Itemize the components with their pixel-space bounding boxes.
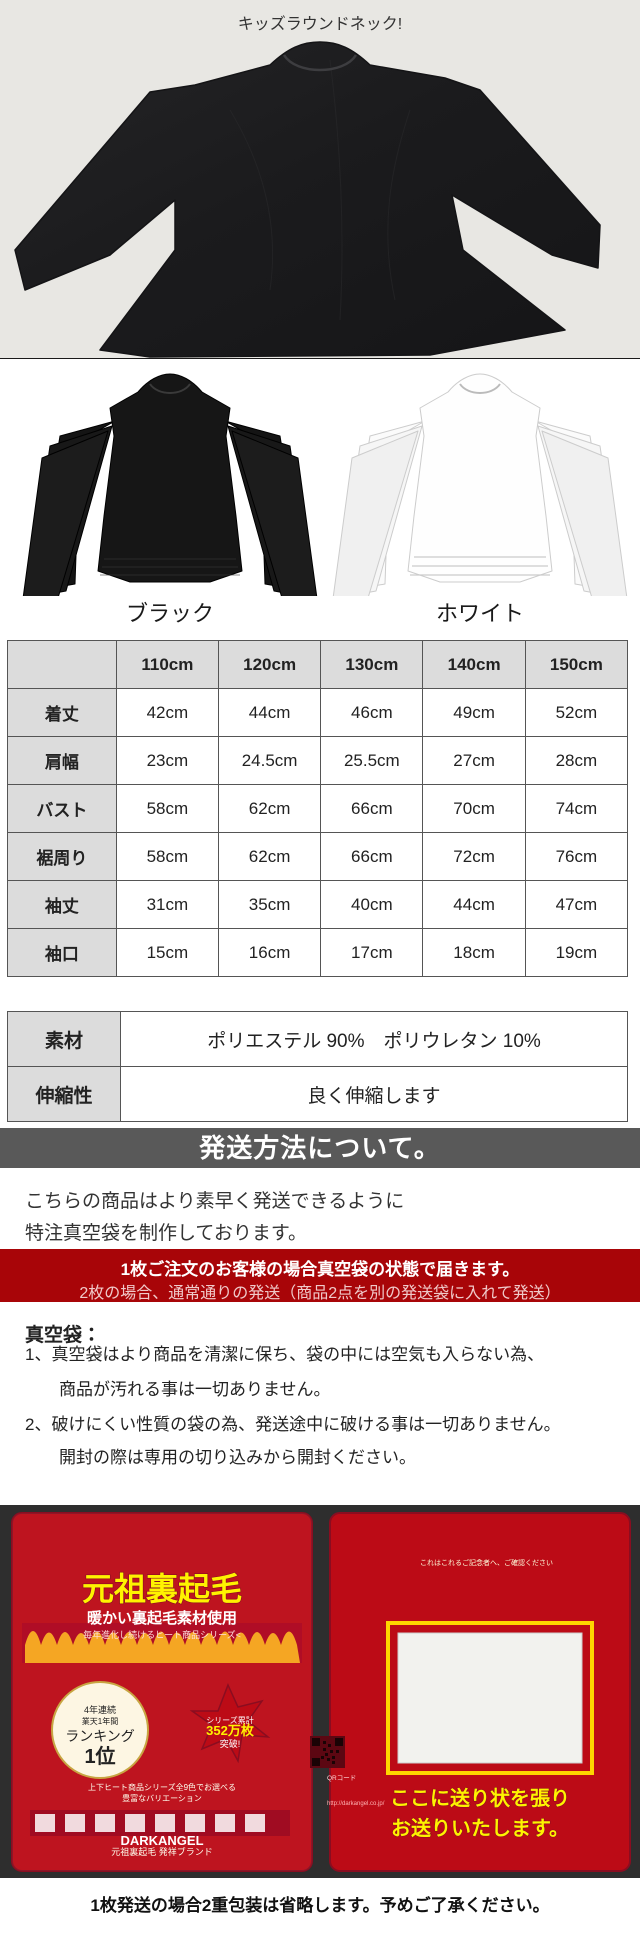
svg-text:お送りいたします。: お送りいたします。 [391,1816,569,1840]
svg-text:352万枚: 352万枚 [206,1723,255,1738]
svg-text:QRコード: QRコード [327,1774,356,1782]
svg-text:豊富なバリエーション: 豊富なバリエーション [122,1793,202,1803]
svg-text:毎年進化し続けるヒート商品シリーズ<: 毎年進化し続けるヒート商品シリーズ< [83,1629,241,1640]
svg-text:突破!: 突破! [220,1738,241,1749]
svg-text:http://darkangel.co.jp/: http://darkangel.co.jp/ [327,1801,385,1807]
svg-text:上下ヒート商品シリーズ全9色でお選べる: 上下ヒート商品シリーズ全9色でお選べる [88,1782,236,1792]
svg-text:ランキング: ランキング [65,1728,135,1744]
svg-text:4年連続: 4年連続 [84,1704,116,1715]
svg-text:ここに送り状を張り: ここに送り状を張り [390,1786,570,1810]
svg-text:これはこれるご記念者へ、ご確認ください: これはこれるご記念者へ、ご確認ください [420,1558,553,1567]
svg-text:DARKANGEL: DARKANGEL [120,1833,203,1848]
svg-text:1位: 1位 [84,1744,115,1768]
svg-text:業天1年間: 業天1年間 [82,1716,118,1726]
svg-text:暖かい裏起毛素材使用: 暖かい裏起毛素材使用 [87,1609,237,1627]
svg-text:元祖裏起毛: 元祖裏起毛 [82,1571,242,1607]
